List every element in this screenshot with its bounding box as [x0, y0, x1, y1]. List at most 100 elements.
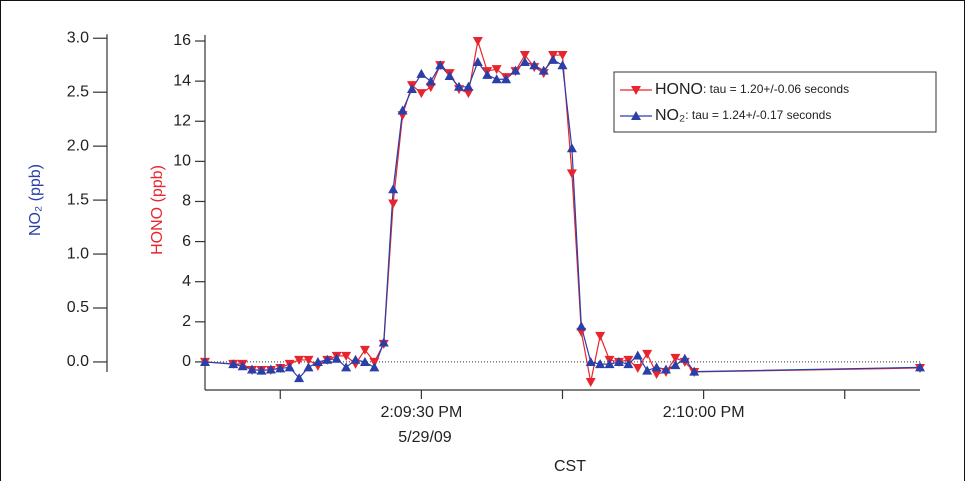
marker	[585, 377, 596, 387]
marker	[397, 105, 408, 115]
y-tick-label: 12	[173, 112, 191, 129]
y2-tick-label: 1.0	[67, 245, 89, 262]
marker	[359, 356, 370, 366]
marker	[576, 321, 587, 331]
marker	[472, 56, 483, 66]
y2-tick-label: 2.5	[67, 83, 89, 100]
marker	[660, 364, 671, 374]
marker	[416, 68, 427, 78]
legend-box	[613, 71, 937, 133]
y2-axis-label: NO₂ (ppb)	[27, 164, 44, 236]
marker	[435, 60, 446, 70]
marker	[350, 354, 361, 364]
marker	[444, 71, 455, 81]
marker	[388, 199, 399, 209]
y-axis-label: HONO (ppb)	[149, 165, 166, 255]
legend-note: : tau = 1.20+/-0.06 seconds	[703, 82, 849, 96]
marker	[284, 362, 295, 372]
series-line	[204, 59, 921, 380]
marker	[538, 65, 549, 75]
marker	[388, 184, 399, 194]
marker	[548, 54, 559, 64]
marker	[378, 337, 389, 347]
marker	[416, 89, 427, 99]
marker	[491, 74, 502, 84]
marker	[312, 356, 323, 366]
marker	[557, 51, 568, 61]
marker	[510, 65, 521, 75]
legend-entry: HONO: tau = 1.20+/-0.06 seconds	[655, 81, 849, 98]
marker	[651, 362, 662, 372]
y-tick-label: 10	[173, 153, 191, 170]
marker	[331, 353, 342, 363]
marker	[359, 345, 370, 355]
y-tick-label: 2	[182, 313, 191, 330]
marker	[501, 74, 512, 84]
legend-entry: NO₂: tau = 1.24+/-0.17 seconds	[655, 107, 831, 124]
marker	[322, 354, 333, 364]
marker	[595, 359, 606, 369]
marker	[689, 366, 700, 376]
marker	[642, 349, 653, 359]
marker	[247, 364, 258, 374]
marker	[341, 351, 352, 361]
y-tick-label: 14	[173, 72, 191, 89]
legend-note: : tau = 1.24+/-0.17 seconds	[685, 108, 831, 122]
y-tick-label: 4	[182, 273, 191, 290]
marker	[566, 143, 577, 153]
marker	[670, 360, 681, 370]
y2-tick-label: 3.0	[67, 29, 89, 46]
marker	[595, 331, 606, 341]
marker	[623, 359, 634, 369]
marker	[341, 362, 352, 372]
series-line	[204, 40, 921, 383]
marker	[369, 362, 380, 372]
y-tick-label: 6	[182, 233, 191, 250]
legend-name: HONO	[655, 81, 703, 98]
marker	[265, 364, 276, 374]
marker	[454, 81, 465, 91]
marker	[237, 361, 248, 371]
marker	[557, 60, 568, 70]
y2-tick-label: 2.0	[67, 137, 89, 154]
marker	[679, 353, 690, 363]
marker	[519, 51, 530, 61]
marker	[463, 81, 474, 91]
legend-swatch-marker	[631, 86, 641, 95]
y2-tick-label: 0.5	[67, 299, 89, 316]
marker	[294, 373, 305, 383]
marker	[482, 69, 493, 79]
marker	[425, 76, 436, 86]
marker	[294, 355, 305, 365]
marker	[651, 369, 662, 379]
x-tick-label: 2:09:30 PM	[380, 404, 462, 421]
marker	[491, 65, 502, 75]
x-axis-label: CST	[554, 458, 586, 475]
marker	[632, 363, 643, 373]
marker	[915, 362, 925, 372]
y-tick-label: 8	[182, 193, 191, 210]
marker	[604, 359, 615, 369]
marker	[529, 60, 540, 70]
marker	[585, 356, 596, 366]
marker	[642, 365, 653, 375]
marker	[303, 362, 314, 372]
marker	[566, 169, 577, 179]
marker	[275, 363, 286, 373]
legend-swatch-marker	[631, 111, 641, 120]
x-tick-label: 2:10:00 PM	[663, 404, 745, 421]
marker	[303, 355, 314, 365]
marker	[200, 356, 210, 366]
marker	[406, 83, 417, 93]
marker	[632, 350, 643, 360]
y-tick-label: 0	[182, 353, 191, 370]
marker	[519, 56, 530, 66]
x-date-label: 5/29/09	[398, 429, 451, 446]
marker	[670, 353, 681, 363]
marker	[472, 37, 483, 47]
y2-tick-label: 1.5	[67, 191, 89, 208]
marker	[256, 365, 267, 375]
marker	[613, 356, 624, 366]
